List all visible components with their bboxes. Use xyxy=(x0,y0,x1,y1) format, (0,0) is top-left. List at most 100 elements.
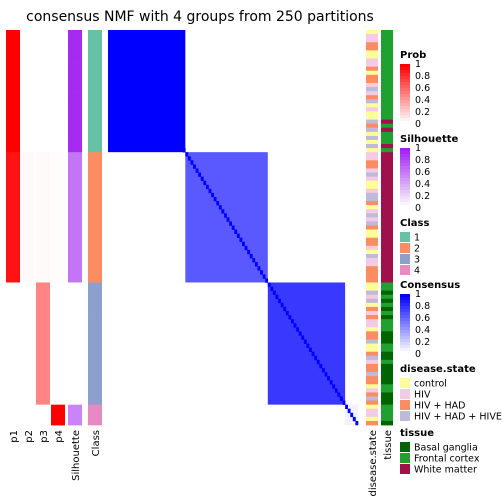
disease-state-cell xyxy=(366,249,378,255)
silhouette-cell xyxy=(68,119,82,125)
prob-cell-p2 xyxy=(21,164,35,169)
prob-cell-p3 xyxy=(36,42,50,47)
prob-cell-p4 xyxy=(51,152,65,157)
prob-cell-p2 xyxy=(21,115,35,120)
tissue-cell xyxy=(381,319,393,324)
prob-cell-p2 xyxy=(21,310,35,316)
prob-cell-p3 xyxy=(36,388,50,393)
prob-cell-p1 xyxy=(6,262,20,267)
consensus-diagonal-cell xyxy=(236,233,240,238)
colorbar-step xyxy=(400,67,410,71)
class-cell xyxy=(88,148,102,153)
class-cell xyxy=(88,363,102,369)
consensus-diagonal-cell xyxy=(334,388,338,393)
silhouette-cell xyxy=(68,233,82,239)
class-cell xyxy=(88,78,102,84)
disease-state-cell xyxy=(366,184,378,190)
prob-cell-p3 xyxy=(36,168,50,173)
silhouette-cell xyxy=(68,376,82,381)
silhouette-cell xyxy=(68,253,82,259)
consensus-diagonal-cell xyxy=(110,34,114,39)
disease-state-cell xyxy=(366,131,378,137)
silhouette-cell xyxy=(68,123,82,129)
class-cell xyxy=(88,241,102,247)
prob-cell-p2 xyxy=(21,148,35,153)
prob-cell-p3 xyxy=(36,245,50,251)
class-cell xyxy=(88,46,102,51)
legend-title-class: Class xyxy=(400,218,429,229)
prob-cell-p3 xyxy=(36,99,50,104)
class-cell xyxy=(88,266,102,271)
tissue-cell xyxy=(381,172,393,177)
prob-cell-p2 xyxy=(21,323,35,328)
colorbar-step xyxy=(400,169,410,173)
disease-state-cell xyxy=(366,95,378,100)
prob-cell-p1 xyxy=(6,233,20,239)
tissue-cell xyxy=(381,327,393,332)
disease-state-cell xyxy=(366,82,378,88)
class-cell xyxy=(88,123,102,129)
prob-cell-p3 xyxy=(36,408,50,414)
prob-cell-p4 xyxy=(51,74,65,80)
prob-cell-p3 xyxy=(36,249,50,255)
tissue-cell xyxy=(381,233,393,239)
silhouette-cell xyxy=(68,205,82,210)
consensus-diagonal-cell xyxy=(316,359,320,365)
legend-label: White matter xyxy=(414,465,477,476)
tissue-cell xyxy=(381,74,393,80)
prob-cell-p2 xyxy=(21,135,35,141)
class-cell xyxy=(88,164,102,169)
prob-cell-p2 xyxy=(21,258,35,263)
legend-label: 3 xyxy=(414,255,420,266)
prob-cell-p4 xyxy=(51,188,65,194)
disease-state-cell xyxy=(366,241,378,247)
tissue-cell xyxy=(381,156,393,161)
tissue-cell xyxy=(381,30,393,35)
class-cell xyxy=(88,54,102,59)
tissue-cell xyxy=(381,262,393,267)
prob-cell-p3 xyxy=(36,351,50,357)
disease-state-cell xyxy=(366,298,378,304)
prob-cell-p1 xyxy=(6,58,20,63)
prob-cell-p3 xyxy=(36,172,50,177)
tissue-cell xyxy=(381,274,393,279)
tissue-cell xyxy=(381,367,393,373)
tissue-cell xyxy=(381,127,393,133)
consensus-diagonal-cell xyxy=(195,168,199,173)
prob-cell-p2 xyxy=(21,290,35,296)
consensus-diagonal-cell xyxy=(278,298,281,304)
legend-label: HIV xyxy=(414,390,431,401)
prob-cell-p4 xyxy=(51,408,65,414)
disease-state-cell xyxy=(366,54,378,59)
column-label-disease-state: disease.state xyxy=(368,430,379,497)
colorbar-step xyxy=(400,76,410,80)
disease-state-cell xyxy=(366,245,378,251)
prob-cell-p1 xyxy=(6,282,20,287)
consensus-diagonal-cell xyxy=(213,196,217,202)
prob-cell-p3 xyxy=(36,286,50,292)
tissue-cell xyxy=(381,99,393,104)
tissue-cell xyxy=(381,335,393,340)
class-cell xyxy=(88,347,102,353)
prob-cell-p3 xyxy=(36,103,50,108)
prob-cell-p4 xyxy=(51,323,65,328)
prob-cell-p3 xyxy=(36,412,50,418)
legend-label: 1 xyxy=(414,233,420,244)
silhouette-cell xyxy=(68,278,82,283)
prob-cell-p2 xyxy=(21,87,35,92)
tissue-cell xyxy=(381,343,393,349)
prob-cell-p1 xyxy=(6,302,20,308)
colorbar-step xyxy=(400,118,410,122)
prob-cell-p4 xyxy=(51,355,65,361)
prob-cell-p1 xyxy=(6,294,20,300)
prob-cell-p4 xyxy=(51,343,65,349)
prob-cell-p4 xyxy=(51,99,65,104)
disease-state-cell xyxy=(366,225,378,230)
legend-label: HIV + HAD xyxy=(414,401,465,412)
prob-cell-p2 xyxy=(21,107,35,112)
colorbar-step xyxy=(400,70,410,74)
legend-label: 2 xyxy=(414,244,420,255)
consensus-diagonal-cell xyxy=(218,205,222,210)
consensus-diagonal-cell xyxy=(296,327,300,332)
prob-cell-p4 xyxy=(51,148,65,153)
